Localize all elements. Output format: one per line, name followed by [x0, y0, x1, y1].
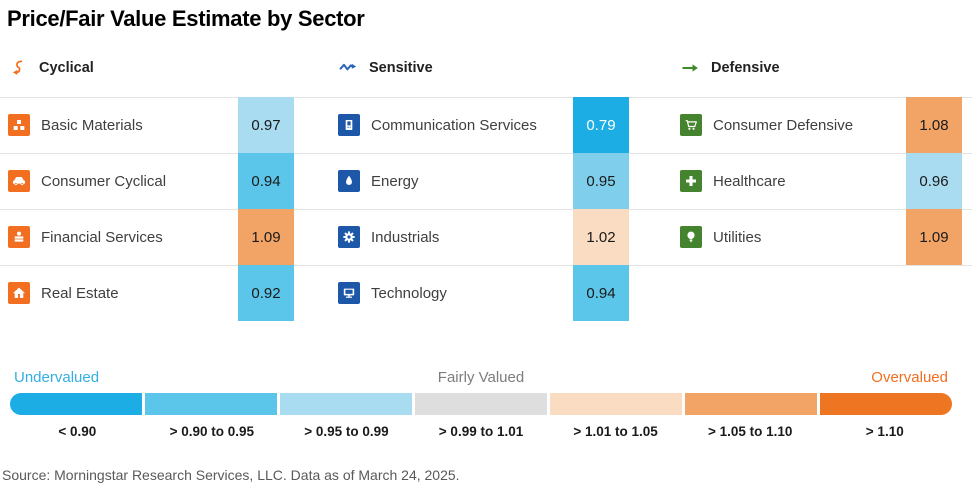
sensitive-zigzag-icon	[338, 58, 360, 78]
legend-range-labels: < 0.90 > 0.90 to 0.95 > 0.95 to 0.99 > 0…	[10, 424, 952, 439]
legend-segment	[820, 393, 952, 415]
group-label: Cyclical	[39, 60, 94, 76]
sector-cell-communication-services: Communication Services 0.79	[324, 97, 648, 153]
utilities-bulb-icon	[680, 226, 702, 248]
sector-cell-energy: Energy 0.95	[324, 153, 648, 209]
sector-label: Energy	[371, 172, 419, 190]
consumer-cyclical-icon	[8, 170, 30, 192]
source-note: Source: Morningstar Research Services, L…	[2, 467, 460, 483]
group-label: Sensitive	[369, 60, 433, 76]
sector-label: Consumer Cyclical	[41, 172, 167, 190]
range-label: > 1.10	[865, 424, 904, 439]
group-header-defensive: Defensive	[648, 56, 972, 80]
sector-cell-utilities: Utilities 1.09	[648, 209, 972, 265]
sector-cell-real-estate: Real Estate 0.92	[0, 265, 324, 321]
sector-label: Real Estate	[41, 284, 119, 302]
value-cell: 1.09	[906, 209, 962, 265]
sector-label: Communication Services	[371, 116, 537, 134]
value-cell: 1.08	[906, 97, 962, 153]
legend-segment	[280, 393, 412, 415]
sector-label: Industrials	[371, 228, 440, 246]
group-label: Defensive	[711, 60, 780, 76]
fairly-valued-label: Fairly Valued	[437, 369, 525, 386]
sector-cell-empty	[648, 265, 972, 321]
group-header-row: Cyclical Sensitive Defensive	[0, 56, 972, 80]
defensive-arrow-icon	[680, 58, 702, 78]
range-label: > 1.05 to 1.10	[707, 424, 793, 439]
value-cell: 0.95	[573, 153, 629, 209]
sector-label: Utilities	[713, 228, 762, 246]
sector-cell-technology: Technology 0.94	[324, 265, 648, 321]
range-label: > 0.90 to 0.95	[169, 424, 255, 439]
basic-materials-icon	[8, 114, 30, 136]
cyclical-squiggle-icon	[8, 58, 30, 78]
legend-segment	[10, 393, 142, 415]
sector-cell-industrials: Industrials 1.02	[324, 209, 648, 265]
undervalued-label: Undervalued	[14, 369, 100, 386]
table-row: Basic Materials 0.97 Communication Servi…	[0, 97, 972, 153]
legend-segment	[415, 393, 547, 415]
range-label: > 0.95 to 0.99	[304, 424, 389, 439]
table-row: Real Estate 0.92 Technology 0.94	[0, 265, 972, 321]
real-estate-house-icon	[8, 282, 30, 304]
sector-label: Technology	[371, 284, 447, 302]
legend-segment	[145, 393, 277, 415]
range-label: > 0.99 to 1.01	[438, 424, 524, 439]
value-cell: 1.02	[573, 209, 629, 265]
value-cell: 0.79	[573, 97, 629, 153]
legend-top-labels: Undervalued Fairly Valued Overvalued	[10, 369, 952, 389]
industrials-gear-icon	[338, 226, 360, 248]
sector-label: Basic Materials	[41, 116, 143, 134]
sector-label: Consumer Defensive	[713, 116, 854, 134]
value-cell: 0.96	[906, 153, 962, 209]
legend-color-bar	[10, 393, 952, 415]
sector-cell-basic-materials: Basic Materials 0.97	[0, 97, 324, 153]
table-row: Financial Services 1.09 Industrials 1.02…	[0, 209, 972, 265]
technology-computer-icon	[338, 282, 360, 304]
consumer-defensive-icon	[680, 114, 702, 136]
financial-services-icon	[8, 226, 30, 248]
healthcare-icon	[680, 170, 702, 192]
sector-cell-financial-services: Financial Services 1.09	[0, 209, 324, 265]
page-title: Price/Fair Value Estimate by Sector	[7, 6, 365, 31]
legend-segment	[685, 393, 817, 415]
sector-cell-healthcare: Healthcare 0.96	[648, 153, 972, 209]
value-cell: 1.09	[238, 209, 294, 265]
value-cell: 0.92	[238, 265, 294, 321]
value-cell: 0.97	[238, 97, 294, 153]
valuation-legend: Undervalued Fairly Valued Overvalued < 0…	[10, 369, 952, 439]
table-row: Consumer Cyclical 0.94 Energy 0.95 Healt…	[0, 153, 972, 209]
group-header-sensitive: Sensitive	[324, 56, 648, 80]
group-header-cyclical: Cyclical	[0, 56, 324, 80]
legend-segment	[550, 393, 682, 415]
overvalued-label: Overvalued	[871, 369, 948, 386]
sector-table: Basic Materials 0.97 Communication Servi…	[0, 97, 972, 321]
energy-icon	[338, 170, 360, 192]
sector-label: Healthcare	[713, 172, 786, 190]
sector-cell-consumer-cyclical: Consumer Cyclical 0.94	[0, 153, 324, 209]
value-cell: 0.94	[573, 265, 629, 321]
value-cell: 0.94	[238, 153, 294, 209]
communication-services-icon	[338, 114, 360, 136]
range-label: > 1.01 to 1.05	[573, 424, 658, 439]
range-label: < 0.90	[58, 424, 97, 439]
sector-cell-consumer-defensive: Consumer Defensive 1.08	[648, 97, 972, 153]
sector-label: Financial Services	[41, 228, 163, 246]
